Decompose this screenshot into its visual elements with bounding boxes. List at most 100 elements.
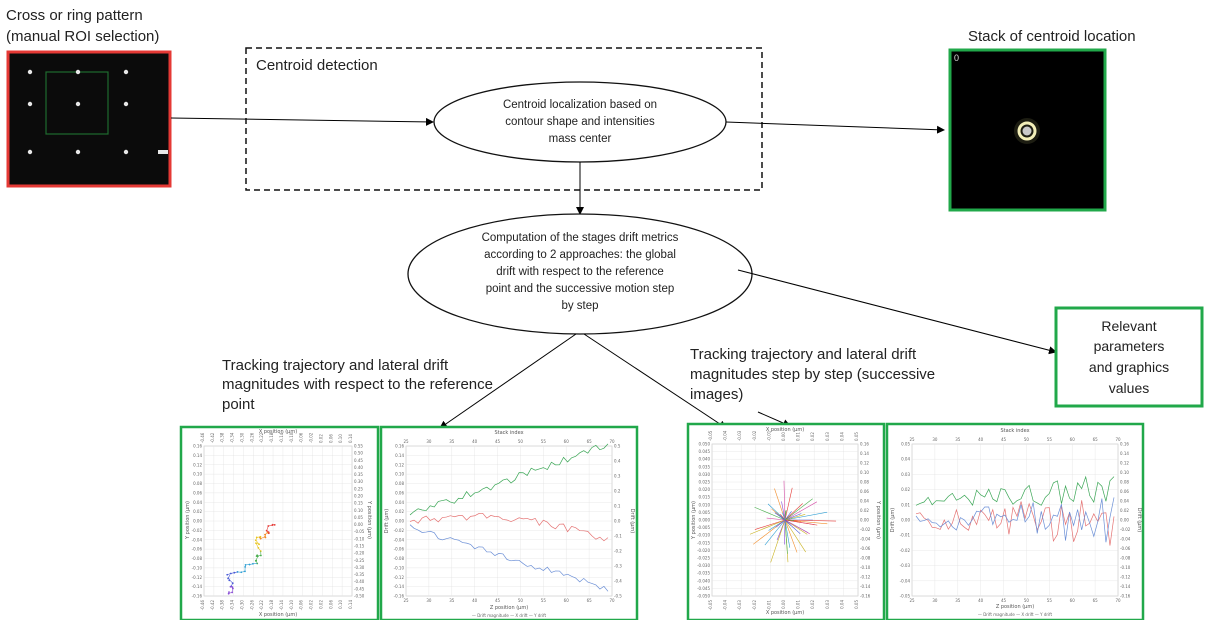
step-scatter-xtick-bottom-label: -0.02: [752, 600, 757, 611]
step-scatter-ray: [784, 511, 828, 521]
ref-scatter-point: [244, 570, 246, 573]
step-drift-ytick-right-label: 0.00: [1120, 518, 1129, 523]
ref-scatter-xtick-top-label: -0.14: [279, 432, 284, 443]
ref-scatter-xlabel-bottom: X position (µm): [259, 612, 297, 618]
step-scatter-ray: [784, 519, 798, 553]
ref-scatter-ytick-right-label: 0.20: [354, 494, 363, 499]
step-scatter-ytick-left-label: -0.035: [697, 571, 710, 576]
step-scatter-ytick-right-label: 0.16: [860, 442, 869, 447]
ref-scatter-xtick-top-label: -0.46: [200, 432, 205, 443]
step-scatter-ray: [764, 519, 786, 546]
ref-scatter-xtick-top-label: 0.10: [338, 434, 343, 443]
relevant-line-2: parameters: [1094, 338, 1165, 354]
step-scatter-ytick-right-label: 0.06: [860, 489, 869, 494]
ref-scatter-ylabel-left: Y position (µm): [185, 501, 191, 540]
step-scatter-xtick-bottom-label: 0.02: [810, 600, 815, 609]
step-scatter-xtick-bottom-label: -0.03: [737, 600, 742, 611]
ref-scatter-xtick-top-label: -0.02: [309, 432, 314, 443]
ref-scatter-ytick-right-label: 0.55: [354, 444, 363, 449]
step-scatter-ytick-left-label: 0.045: [699, 449, 711, 454]
ref-scatter-xtick-bottom-label: -0.46: [200, 600, 205, 611]
ref-scatter-point: [252, 562, 254, 565]
step-drift-ytick-left-label: -0.04: [900, 578, 911, 583]
step-scatter-ray: [754, 506, 786, 521]
step-scatter-xtick-bottom-label: 0.01: [796, 600, 801, 609]
step-scatter-ytick-left-label: -0.050: [697, 594, 710, 599]
ref-scatter-ytick-right-label: -0.40: [354, 579, 365, 584]
step-drift-xtick-top-label: 45: [1001, 437, 1007, 442]
ref-scatter-xtick-top-label: 0.02: [318, 434, 323, 443]
step-drift-ytick-left-label: 0.00: [901, 518, 910, 523]
ref-scatter-ytick-left-label: -0.02: [192, 528, 203, 533]
step-drift-ytick-right-label: -0.06: [1120, 546, 1131, 551]
step-scatter-ytick-left-label: 0.000: [699, 518, 711, 523]
ref-scatter-point: [273, 523, 276, 526]
ref-scatter-point: [236, 571, 239, 573]
step-drift-ytick-left-label: 0.03: [901, 472, 910, 477]
ref-scatter-xtick-top-label: -0.30: [239, 432, 244, 443]
step-scatter-ytick-left-label: 0.025: [699, 480, 711, 485]
step-drift-xtick-bottom-label: 55: [1047, 598, 1053, 603]
ref-scatter-point: [248, 563, 251, 566]
step-drift-ytick-left-label: -0.03: [900, 563, 911, 568]
ref-scatter-xtick-bottom-label: 0.06: [328, 600, 333, 609]
ref-scatter-ytick-right-label: 0.10: [354, 508, 363, 513]
ref-drift-xtick-bottom-label: 30: [426, 598, 432, 603]
step-drift-xtick-bottom-label: 60: [1070, 598, 1076, 603]
step-drift-ytick-left-label: 0.04: [901, 457, 910, 462]
ref-scatter-ytick-right-label: 0.30: [354, 479, 363, 484]
ref-drift-ytick-left-label: 0.12: [395, 462, 404, 467]
ref-drift-magnitude-series: [409, 443, 609, 516]
ref-scatter-xtick-top-label: -0.10: [289, 432, 294, 443]
step-drift-title-top: Stack index: [1000, 428, 1029, 434]
step-drift-x-series: [915, 500, 1115, 546]
ref-drift-xtick-bottom-label: 45: [495, 598, 501, 603]
step-scatter-ytick-right-label: -0.08: [860, 556, 871, 561]
ref-scatter-ytick-left-label: 0.00: [193, 519, 202, 524]
step-scatter-ytick-right-label: 0.08: [860, 480, 869, 485]
relevant-line-1: Relevant: [1101, 318, 1156, 334]
ref-drift-xtick-top-label: 45: [495, 439, 501, 444]
step-scatter-ytick-left-label: 0.010: [699, 502, 711, 507]
ref-scatter-ytick-left-label: 0.04: [193, 500, 202, 505]
ref-drift-xtick-bottom-label: 25: [403, 598, 409, 603]
ref-scatter-xtick-bottom-label: 0.14: [348, 600, 353, 609]
ref-scatter-ytick-right-label: -0.20: [354, 551, 365, 556]
ref-scatter-ytick-left-label: -0.04: [192, 537, 203, 542]
ref-scatter-xtick-bottom-label: -0.02: [309, 600, 314, 611]
ref-drift-xtick-bottom-label: 70: [609, 598, 615, 603]
ref-drift-xtick-bottom-label: 40: [472, 598, 478, 603]
step-drift-ytick-right-label: 0.08: [1120, 480, 1129, 485]
step-drift-ytick-right-label: -0.02: [1120, 527, 1131, 532]
step-drift-ytick-left-label: -0.05: [900, 594, 911, 599]
ref-drift-ylabel-right: Drift (µm): [629, 509, 635, 534]
step-scatter-ray: [780, 513, 786, 521]
step-drift-xtick-bottom-label: 50: [1024, 598, 1030, 603]
ref-drift-ytick-left-label: -0.08: [394, 556, 405, 561]
ref-drift-ytick-right-label: -0.1: [614, 534, 622, 539]
ref-scatter-point: [271, 524, 274, 527]
ref-drift-ytick-right-label: 0.4: [614, 459, 621, 464]
ref-scatter-ytick-left-label: -0.10: [192, 565, 203, 570]
ref-scatter-xtick-bottom-label: -0.14: [279, 600, 284, 611]
ref-scatter-chart: -0.46 -0.42 -0.38 -0.34 -0.30 -0.26 -0.22 -0.18…: [179, 425, 380, 620]
ref-drift-ytick-right-label: 0.2: [614, 489, 621, 494]
ref-drift-ytick-right-label: 0.3: [614, 474, 621, 479]
step-scatter-ytick-right-label: 0.02: [860, 508, 869, 513]
ref-scatter-xtick-top-label: -0.18: [269, 432, 274, 443]
input-label-line-1: Cross or ring pattern: [6, 7, 143, 24]
step-scatter-ray: [776, 519, 786, 528]
computation-line-5: by step: [561, 300, 598, 312]
step-drift-xtick-top-label: 70: [1115, 437, 1121, 442]
step-scatter-ytick-right-label: -0.10: [860, 565, 871, 570]
step-scatter-ray: [784, 514, 806, 521]
ref-drift-ytick-left-label: -0.16: [394, 594, 405, 599]
left-caption-line-3: point: [222, 396, 255, 413]
step-drift-xtick-top-label: 60: [1070, 437, 1076, 442]
step-scatter-ytick-right-label: 0.12: [860, 461, 869, 466]
ref-scatter-xtick-bottom-label: -0.10: [289, 600, 294, 611]
step-scatter-ray: [784, 519, 801, 535]
ref-drift-ytick-left-label: -0.14: [394, 584, 405, 589]
step-scatter-ray: [783, 480, 786, 521]
